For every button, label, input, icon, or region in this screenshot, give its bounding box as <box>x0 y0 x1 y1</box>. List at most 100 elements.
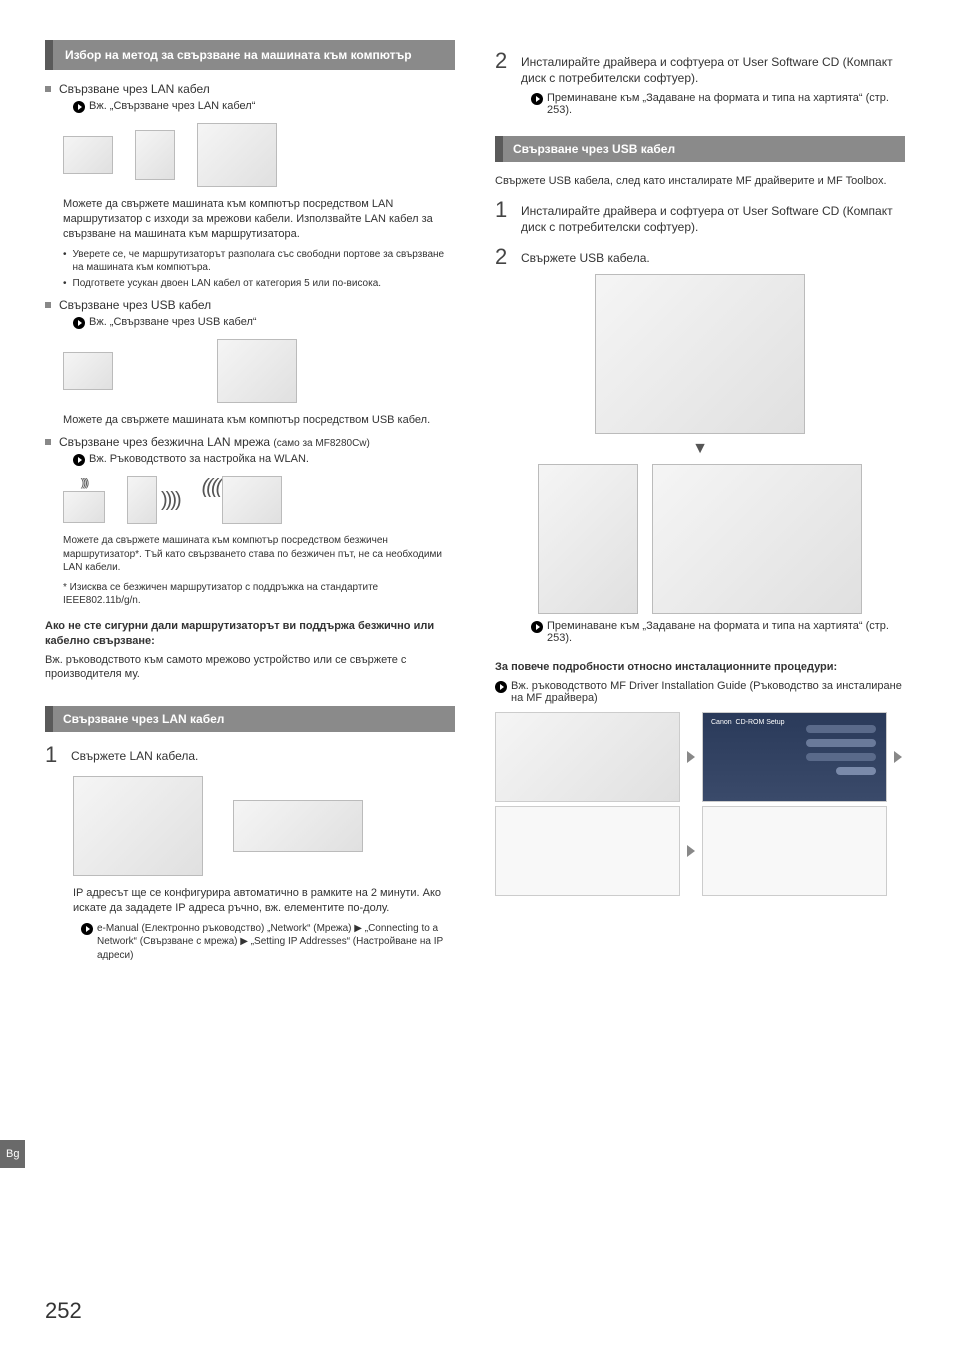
step-number: 1 <box>495 199 511 221</box>
wireless-waves-icon: (((( <box>202 476 221 499</box>
lan-diagram <box>63 123 455 187</box>
install-guide-screens-row2 <box>495 806 905 896</box>
install-step-2: 2 Инсталирайте драйвера и софтуера от Us… <box>495 50 905 86</box>
chevron-right-icon <box>894 751 902 763</box>
usb-connect-diagram-1 <box>495 274 905 434</box>
goto-paper-text-1: Преминаване към „Задаване на формата и т… <box>547 92 905 116</box>
installer-button <box>806 739 876 747</box>
desktop-pc-icon <box>538 464 638 614</box>
lan-note-2-text: Подгответе усукан двоен LAN кабел от кат… <box>73 277 382 290</box>
more-details-heading: За повече подробности относно инсталацио… <box>495 660 905 675</box>
usb-step-2-text: Свържете USB кабела. <box>521 246 650 266</box>
bullet-dot-icon <box>45 86 51 92</box>
step-number: 2 <box>495 246 511 268</box>
down-arrow-icon: ▼ <box>495 440 905 458</box>
wireless-waves-icon: )))) <box>81 477 88 489</box>
arrow-circle-icon <box>73 101 85 113</box>
ref-install-guide: Вж. ръководството MF Driver Installation… <box>495 680 905 704</box>
usb-step-2: 2 Свържете USB кабела. <box>495 246 905 268</box>
guide-screenshot-installer: Canon CD-ROM Setup <box>702 712 887 802</box>
printer-icon <box>197 123 277 187</box>
guide-screenshot-dialog <box>495 806 680 896</box>
arrow-circle-icon <box>73 454 85 466</box>
installer-button <box>836 767 876 775</box>
page-content: Избор на метод за свързване на машината … <box>45 40 909 968</box>
bullet-dot-icon <box>45 302 51 308</box>
bullet-usb-label: Свързване чрез USB кабел <box>59 298 211 312</box>
bullet-usb: Свързване чрез USB кабел <box>45 298 455 312</box>
ref-lan-text: Вж. „Свързване чрез LAN кабел“ <box>89 100 255 112</box>
bullet-wlan-label: Свързване чрез безжична LAN мрежа (само … <box>59 435 370 449</box>
arrow-circle-icon <box>73 317 85 329</box>
ref-goto-paper-2: Преминаване към „Задаване на формата и т… <box>531 620 905 644</box>
guide-screenshot-cd <box>495 712 680 802</box>
wlan-label-model: (само за MF8280Cw) <box>273 438 370 449</box>
laptop-icon <box>63 352 113 390</box>
arrow-circle-icon <box>531 93 543 105</box>
wlan-label-main: Свързване чрез безжична LAN мрежа <box>59 435 270 449</box>
wireless-waves-icon: )))) <box>161 489 180 512</box>
wlan-description: Можете да свържете машината към компютър… <box>63 534 455 575</box>
step-number: 1 <box>45 744 61 766</box>
chevron-right-icon <box>687 751 695 763</box>
right-column: 2 Инсталирайте драйвера и софтуера от Us… <box>495 40 905 968</box>
cd-drive-icon <box>496 713 679 801</box>
usb-intro-text: Свържете USB кабела, след като инсталира… <box>495 174 905 189</box>
installer-button <box>806 753 876 761</box>
ref-usb-text: Вж. „Свързване чрез USB кабел“ <box>89 316 257 328</box>
printer-usb-closeup-icon <box>595 274 805 434</box>
install-step-2-text: Инсталирайте драйвера и софтуера от User… <box>521 50 905 86</box>
wireless-router-icon <box>127 476 157 524</box>
unsure-text: Вж. ръководството към самото мрежово уст… <box>45 653 455 683</box>
wlan-asterisk-note: * Изисква се безжичен маршрутизатор с по… <box>63 581 455 607</box>
bullet-lan: Свързване чрез LAN кабел <box>45 82 455 96</box>
laptop-icon <box>63 136 113 174</box>
usb-description: Можете да свържете машината към компютър… <box>63 413 455 428</box>
wlan-diagram: )))) )))) (((( <box>63 476 455 524</box>
step-number: 2 <box>495 50 511 72</box>
lan-step-1: 1 Свържете LAN кабела. <box>45 744 455 766</box>
arrow-circle-icon <box>81 923 93 935</box>
usb-step-1: 1 Инсталирайте драйвера и софтуера от Us… <box>495 199 905 235</box>
installer-brand-label: Canon CD-ROM Setup <box>711 719 785 726</box>
chevron-right-icon <box>687 845 695 857</box>
ip-auto-text: IP адресът ще се конфигурира автоматично… <box>73 886 455 916</box>
lan-connect-diagram <box>73 776 455 876</box>
bullet-wlan: Свързване чрез безжична LAN мрежа (само … <box>45 435 455 449</box>
usb-diagram <box>63 339 455 403</box>
usb-connect-diagram-2 <box>495 464 905 614</box>
goto-paper-text-2: Преминаване към „Задаване на формата и т… <box>547 620 905 644</box>
unsure-heading: Ако не сте сигурни дали маршрутизаторът … <box>45 619 455 649</box>
install-guide-screens-row1: Canon CD-ROM Setup <box>495 712 905 802</box>
installer-button <box>806 725 876 733</box>
ref-wlan-text: Вж. Ръководството за настройка на WLAN. <box>89 453 309 465</box>
printer-connected-icon <box>652 464 862 614</box>
ref-lan: Вж. „Свързване чрез LAN кабел“ <box>73 100 455 113</box>
ref-emanual: e-Manual (Електронно ръководство) „Netwo… <box>81 922 455 963</box>
page-number: 252 <box>45 1298 82 1324</box>
printer-icon <box>222 476 282 524</box>
arrow-circle-icon <box>531 621 543 633</box>
lan-note-1-text: Уверете се, че маршрутизаторът разполага… <box>73 248 455 274</box>
lan-step-1-text: Свържете LAN кабела. <box>71 744 198 764</box>
left-column: Избор на метод за свързване на машината … <box>45 40 455 968</box>
router-icon <box>135 130 175 180</box>
lan-description: Можете да свържете машината към компютър… <box>63 197 455 242</box>
header-usb-connect: Свързване чрез USB кабел <box>495 136 905 162</box>
lan-note-1: •Уверете се, че маршрутизаторът разполаг… <box>63 248 455 274</box>
ref-usb: Вж. „Свързване чрез USB кабел“ <box>73 316 455 329</box>
arrow-circle-icon <box>495 681 507 693</box>
bullet-dot-icon <box>45 439 51 445</box>
lan-note-2: •Подгответе усукан двоен LAN кабел от ка… <box>63 277 455 290</box>
network-hub-icon <box>233 800 363 852</box>
usb-step-1-text: Инсталирайте драйвера и софтуера от User… <box>521 199 905 235</box>
ref-goto-paper-1: Преминаване към „Задаване на формата и т… <box>531 92 905 116</box>
guide-screenshot-progress <box>702 806 887 896</box>
emanual-text: e-Manual (Електронно ръководство) „Netwo… <box>97 922 455 963</box>
bullet-lan-label: Свързване чрез LAN кабел <box>59 82 210 96</box>
ref-wlan: Вж. Ръководството за настройка на WLAN. <box>73 453 455 466</box>
header-lan-connect: Свързване чрез LAN кабел <box>45 706 455 732</box>
header-choose-method: Избор на метод за свързване на машината … <box>45 40 455 70</box>
printer-back-icon <box>73 776 203 876</box>
laptop-icon <box>63 491 105 523</box>
